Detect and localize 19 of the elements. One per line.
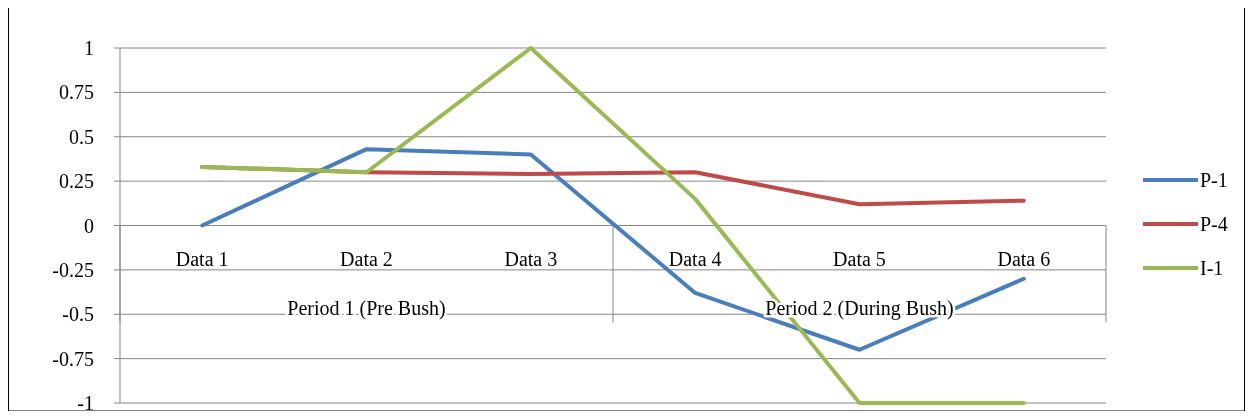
legend-label: P-4 xyxy=(1200,213,1228,235)
y-tick-label: -1 xyxy=(77,392,94,414)
x-tick-label: Data 4 xyxy=(668,247,722,270)
y-tick-label: 0 xyxy=(84,214,94,237)
x-tick-label: Data 6 xyxy=(997,247,1051,270)
y-tick-label: -0.75 xyxy=(52,347,94,370)
y-tick-label: 0.25 xyxy=(59,170,94,193)
y-tick-label: -0.25 xyxy=(52,258,94,281)
x-tick-label: Data 5 xyxy=(833,247,886,270)
x-tick-label: Data 2 xyxy=(340,247,393,270)
y-tick-label: -0.5 xyxy=(62,303,94,326)
y-tick-label: 1 xyxy=(84,37,94,59)
x-tick-label: Data 1 xyxy=(175,247,229,270)
annotation: Period 1 (Pre Bush) xyxy=(287,296,446,320)
y-tick-label: 0.75 xyxy=(59,81,94,104)
x-tick-label: Data 3 xyxy=(504,247,558,270)
legend-label: I-1 xyxy=(1200,257,1224,279)
y-tick-label: 0.5 xyxy=(69,125,94,148)
legend-label: P-1 xyxy=(1200,169,1228,191)
